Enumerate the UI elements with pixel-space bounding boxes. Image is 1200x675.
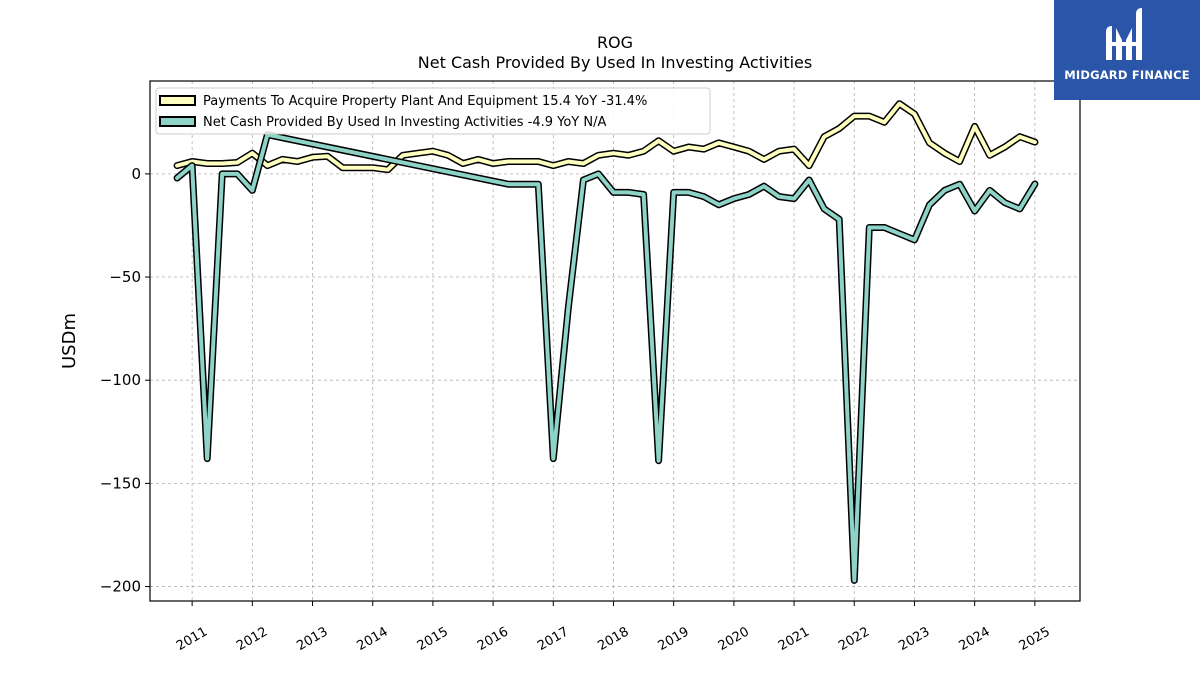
x-tick-label: 2011 [174, 624, 210, 654]
y-tick-label: −50 [109, 268, 141, 286]
series-outline-1 [173, 131, 1039, 584]
plot-frame [149, 80, 1081, 602]
series-line-1 [175, 132, 1037, 583]
legend-swatch [159, 116, 196, 127]
y-tick-label: −200 [100, 578, 141, 596]
x-tick-label: 2021 [776, 624, 812, 654]
x-tick-label: 2014 [355, 624, 391, 654]
chart-title: ROG [597, 33, 633, 52]
x-tick-label: 2020 [716, 624, 752, 654]
x-tick-label: 2019 [656, 624, 692, 654]
x-tick-label: 2022 [836, 624, 872, 654]
legend-label: Net Cash Provided By Used In Investing A… [203, 115, 606, 130]
y-tick-label: −150 [100, 474, 141, 492]
grid [150, 81, 1080, 601]
x-tick-label: 2023 [896, 624, 932, 654]
y-tick-label: −100 [100, 371, 141, 389]
legend-swatch [159, 95, 196, 106]
series-layer [173, 100, 1039, 584]
legend: Payments To Acquire Property Plant And E… [155, 87, 711, 135]
x-tick-label: 2024 [957, 624, 993, 654]
x-tick-label: 2013 [294, 624, 330, 654]
x-tick-label: 2025 [1017, 624, 1053, 654]
logo-mark-icon [1106, 8, 1142, 60]
chart-subtitle: Net Cash Provided By Used In Investing A… [418, 53, 812, 72]
x-tick-label: 2015 [415, 624, 451, 654]
y-axis-label: USDm [59, 313, 80, 369]
legend-box [155, 87, 711, 135]
x-tick-label: 2018 [595, 624, 631, 654]
y-tick-label: 0 [131, 165, 141, 183]
x-tick-label: 2016 [475, 624, 511, 654]
series-line-0 [175, 101, 1037, 172]
midgard-finance-logo: MIDGARD FINANCE [1054, 0, 1200, 100]
legend-label: Payments To Acquire Property Plant And E… [203, 94, 647, 109]
x-tick-label: 2017 [535, 624, 571, 654]
logo-text: MIDGARD FINANCE [1064, 68, 1190, 82]
x-tick-label: 2012 [234, 624, 270, 654]
